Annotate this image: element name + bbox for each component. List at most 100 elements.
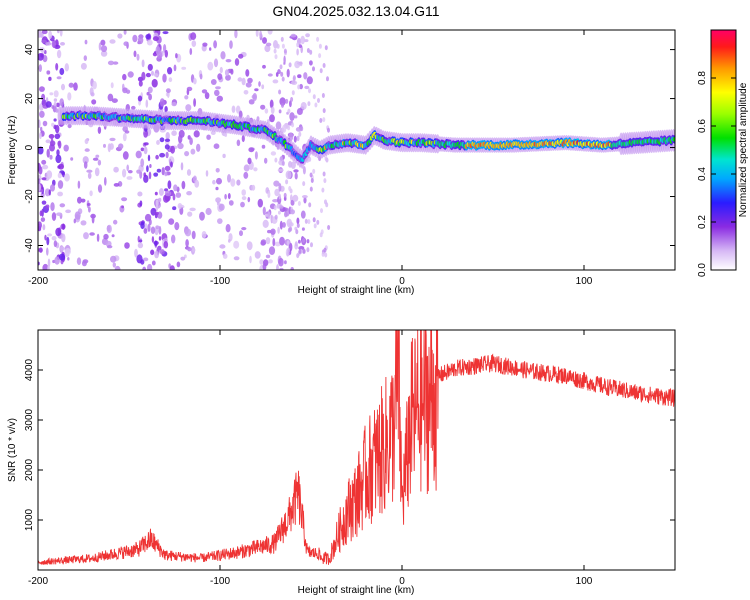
spectrogram-cell xyxy=(273,180,280,187)
spectrogram-cell xyxy=(292,75,296,81)
spectrogram-cell xyxy=(254,88,259,92)
spectrogram-cell xyxy=(264,157,268,164)
spectrogram-cell xyxy=(237,77,243,82)
spectrogram-cell xyxy=(293,169,299,173)
spectrogram-cell xyxy=(56,149,60,157)
spectrogram-cell xyxy=(172,193,176,201)
spectrogram-cell xyxy=(109,39,116,44)
spectrogram-cell xyxy=(190,148,196,155)
spectrogram-cell xyxy=(122,132,127,142)
spectrogram-cell xyxy=(279,236,285,246)
spectrogram-cell xyxy=(217,73,223,80)
spectrogram-cell xyxy=(80,62,87,70)
spectrogram-cell xyxy=(44,50,47,55)
spectrogram-cell xyxy=(111,234,115,238)
spectrogram-cell xyxy=(38,166,43,175)
spectrogram-cell xyxy=(273,205,277,211)
spectrogram-cell xyxy=(220,51,226,60)
spectrogram-cell xyxy=(322,63,326,68)
spectrogram-cell xyxy=(261,84,265,90)
spectrogram-cell xyxy=(240,201,245,208)
spectrogram-cell xyxy=(212,179,216,185)
spectrogram-cell xyxy=(202,42,208,47)
spectrogram-cell xyxy=(241,189,246,196)
spectrogram-cell xyxy=(57,172,62,179)
spectrogram-cell xyxy=(148,171,152,180)
spectrogram-cell xyxy=(312,168,316,174)
colorbar-gradient xyxy=(710,29,737,271)
spectrogram-cell xyxy=(155,225,160,230)
spectrogram-cell xyxy=(319,68,323,74)
spectrogram-cell xyxy=(187,247,192,252)
spectrogram-cell xyxy=(48,134,55,139)
spectrogram-cell xyxy=(92,157,99,161)
spectrogram-cell xyxy=(274,188,280,197)
spectrogram-cell xyxy=(245,82,252,88)
spectrogram-cell xyxy=(159,152,166,158)
spectrogram-cell xyxy=(56,76,62,80)
spectrogram-cell xyxy=(278,183,282,192)
spectrogram-cell xyxy=(167,67,173,75)
spectrogram-cell xyxy=(141,71,146,81)
spectrogram-cell xyxy=(57,180,64,189)
spectrogram-cell xyxy=(49,92,54,96)
spectrogram-cell xyxy=(163,241,169,249)
spectrogram-cell xyxy=(50,202,55,212)
spectrogram-cell xyxy=(316,219,320,225)
spectrogram-cell xyxy=(323,178,327,184)
x-tick-label: 0 xyxy=(399,576,405,587)
spectrogram-cell xyxy=(302,181,306,187)
spectrogram-cell xyxy=(229,40,233,49)
spectrogram-cell xyxy=(146,165,149,173)
spectrogram-cell xyxy=(164,144,170,150)
spectrogram-cell xyxy=(80,220,87,226)
snr-x-axis: -200 -100 0 100 xyxy=(28,330,593,587)
spectrogram-cell xyxy=(56,102,60,108)
spectrogram-cell xyxy=(281,43,285,49)
spectrogram-cell xyxy=(95,154,100,158)
spectrogram-cell xyxy=(89,190,93,197)
spectrogram-cell xyxy=(38,86,45,92)
spectrogram-cell xyxy=(103,233,109,240)
spectrogram-cell xyxy=(181,66,187,70)
spectrogram-cell xyxy=(38,146,44,155)
spectrogram-cell xyxy=(264,44,271,53)
y-tick-label: 2000 xyxy=(24,458,35,481)
spectrogram-cell xyxy=(290,97,294,102)
spectrogram-cell xyxy=(113,166,119,173)
spectrogram-cell xyxy=(40,126,43,132)
spectrogram-y-axis: -40 -20 0 20 40 xyxy=(24,44,675,253)
spectrogram-cell xyxy=(281,161,285,166)
spectrogram-cell xyxy=(153,172,159,177)
spectrogram-cell xyxy=(186,169,192,176)
spectrogram-cell xyxy=(312,94,316,100)
spectrogram-cell xyxy=(254,251,261,259)
spectrogram-cell xyxy=(84,39,88,45)
spectrogram-cell xyxy=(300,35,306,45)
spectrogram-cell xyxy=(110,255,117,263)
spectrogram-cell xyxy=(278,193,281,200)
spectrogram-cell xyxy=(185,239,189,248)
spectrogram-cell xyxy=(185,104,192,112)
spectrogram-cell xyxy=(224,193,227,200)
spectrogram-cell xyxy=(310,178,314,183)
colorbar-tick-label: 0.0 xyxy=(697,263,708,277)
spectrogram-cell xyxy=(163,194,170,203)
spectrogram-cell xyxy=(278,109,282,114)
spectrogram-cell xyxy=(291,90,295,96)
spectrogram-cell xyxy=(312,217,316,223)
spectrogram-cell xyxy=(126,176,133,180)
spectrogram-cell xyxy=(38,178,41,185)
spectrogram-cell xyxy=(157,51,163,60)
spectrogram-cell xyxy=(191,40,197,47)
spectrogram-cell xyxy=(324,199,327,205)
spectrogram-cell xyxy=(219,244,226,249)
colorbar-ticks: 0.0 0.2 0.4 0.6 0.8 xyxy=(697,71,736,277)
spectrogram-cell xyxy=(262,206,266,216)
snr-y-axis: 1000 2000 3000 4000 xyxy=(24,358,675,531)
spectrogram-cell xyxy=(89,232,95,236)
spectrogram-cell xyxy=(317,98,320,103)
spectrogram-cell xyxy=(107,60,115,66)
spectrogram-cell xyxy=(80,198,86,203)
spectrogram-cell xyxy=(225,59,232,63)
